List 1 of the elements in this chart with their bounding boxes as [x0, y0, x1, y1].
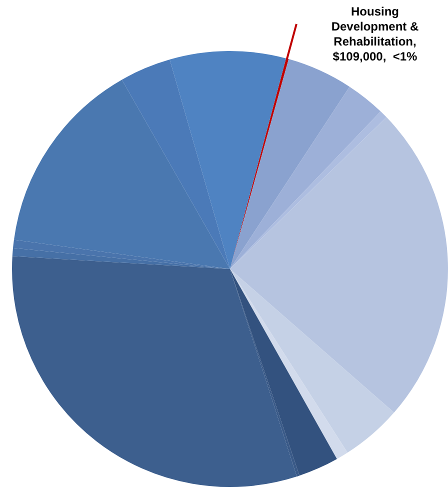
text: Housing Development & Rehabilitation, $109,000, <1% — [331, 4, 420, 64]
